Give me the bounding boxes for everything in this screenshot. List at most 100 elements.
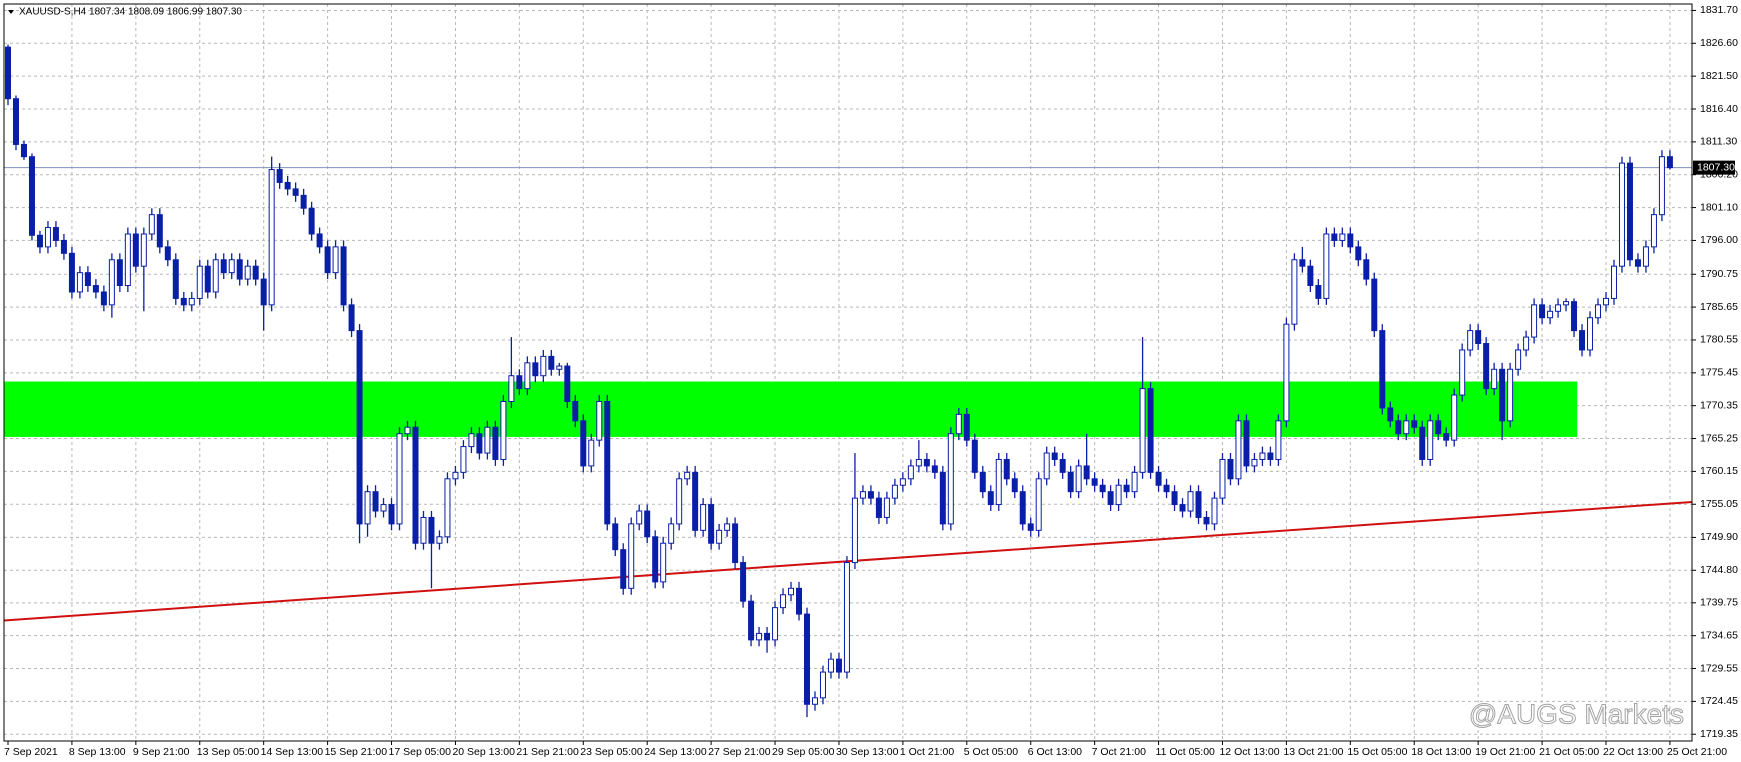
candle-body — [1019, 491, 1026, 525]
candle-body — [1147, 388, 1154, 473]
candle-body — [700, 504, 707, 531]
candle-body — [827, 658, 834, 673]
candle-body — [1507, 368, 1514, 422]
candle-body — [987, 491, 994, 506]
candle-body — [524, 362, 531, 390]
candle-body — [1571, 301, 1578, 332]
candle-body — [580, 420, 587, 467]
candle-body — [84, 272, 91, 287]
candle-body — [44, 227, 51, 248]
candle-body — [716, 529, 723, 544]
x-tick-label: 6 Oct 13:00 — [1028, 746, 1082, 758]
candle-body — [811, 697, 818, 705]
candle-body — [1131, 471, 1138, 493]
candle-body — [1347, 233, 1354, 248]
candle-body — [788, 587, 795, 596]
candle-body — [1283, 323, 1290, 422]
candle-body — [1563, 301, 1570, 306]
candle-body — [1650, 214, 1657, 248]
y-tick-label: 1816.40 — [1700, 103, 1738, 115]
candle-body — [332, 246, 339, 274]
candle-body — [172, 259, 179, 299]
candle-body — [851, 497, 858, 564]
candle-body — [564, 365, 571, 402]
y-tick-label: 1826.60 — [1700, 37, 1738, 49]
candle-body — [1363, 259, 1370, 280]
candle-body — [1595, 304, 1602, 319]
x-tick-label: 14 Sep 13:00 — [261, 746, 324, 758]
candle-body — [260, 278, 267, 306]
candle-body — [756, 632, 763, 641]
candle-body — [324, 246, 331, 274]
y-tick-label: 1790.75 — [1700, 268, 1738, 280]
candle-body — [164, 246, 171, 261]
candle-body — [923, 458, 930, 467]
candle-body — [196, 265, 203, 299]
candle-body — [796, 587, 803, 615]
y-tick-label: 1785.65 — [1700, 301, 1738, 313]
candle-body — [540, 355, 547, 377]
candle-body — [28, 156, 35, 236]
candle-body — [1315, 285, 1322, 299]
candle-body — [476, 433, 483, 454]
x-tick-label: 22 Oct 13:00 — [1603, 746, 1663, 758]
candle-body — [92, 285, 99, 293]
candle-body — [1211, 497, 1218, 525]
candle-body — [188, 297, 195, 306]
candle-body — [1539, 304, 1546, 319]
candle-body — [1083, 465, 1090, 480]
candle-body — [1011, 478, 1018, 493]
candle-body — [1587, 317, 1594, 351]
candle-body — [1291, 259, 1298, 325]
candle-body — [116, 259, 123, 287]
candle-body — [1155, 471, 1162, 486]
candle-body — [1251, 458, 1258, 467]
candle-body — [883, 497, 890, 518]
candle-body — [1299, 259, 1306, 267]
candle-body — [52, 227, 59, 241]
y-tick-label: 1801.10 — [1700, 201, 1738, 213]
candle-body — [899, 478, 906, 486]
candle-body — [1610, 265, 1617, 299]
candle-body — [867, 491, 874, 499]
candle-body — [300, 194, 307, 209]
x-tick-label: 20 Sep 13:00 — [452, 746, 515, 758]
candle-body — [1259, 452, 1266, 460]
candle-body — [1411, 420, 1418, 428]
candle-body — [1443, 433, 1450, 441]
x-tick-label: 5 Oct 05:00 — [964, 746, 1018, 758]
candle-body — [1555, 304, 1562, 312]
x-tick-label: 24 Sep 13:00 — [644, 746, 707, 758]
candle-body — [588, 439, 595, 467]
candle-body — [492, 426, 499, 460]
candle-body — [668, 523, 675, 544]
candle-body — [1227, 458, 1234, 480]
candle-body — [1379, 330, 1386, 409]
price-label-box — [1693, 160, 1735, 175]
candle-body — [1515, 349, 1522, 370]
candle-body — [236, 259, 243, 280]
candle-body — [380, 504, 387, 512]
x-tick-label: 21 Oct 05:00 — [1539, 746, 1599, 758]
candle-body — [1603, 297, 1609, 306]
candle-body — [340, 246, 347, 306]
x-tick-label: 27 Sep 21:00 — [708, 746, 771, 758]
candle-body — [404, 426, 411, 435]
candle-body — [1339, 233, 1346, 241]
candle-body — [556, 365, 563, 370]
candle-body — [740, 562, 747, 602]
candle-body — [292, 188, 299, 196]
x-tick-label: 7 Oct 21:00 — [1092, 746, 1146, 758]
candle-body — [356, 330, 363, 525]
candle-body — [780, 594, 787, 609]
candle-body — [843, 562, 850, 673]
candle-body — [284, 181, 291, 190]
candle-body — [971, 439, 978, 473]
plot-frame — [3, 3, 1693, 742]
candle-body — [364, 491, 371, 525]
candle-body — [652, 536, 659, 583]
candle-body — [1235, 420, 1242, 480]
candle-body — [1139, 388, 1146, 473]
candle-body — [1123, 484, 1130, 493]
